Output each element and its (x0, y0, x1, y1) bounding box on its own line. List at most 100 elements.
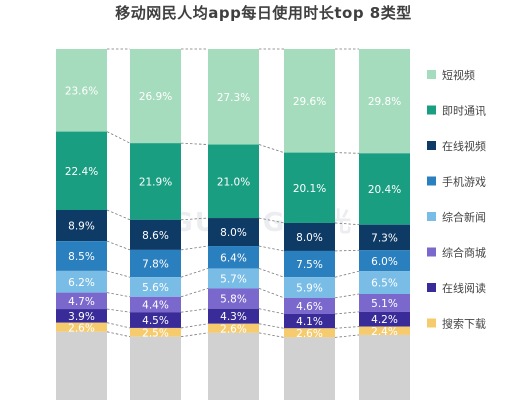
bar-segment (284, 250, 335, 278)
data-label: 6.5% (371, 278, 398, 290)
bar-segment-other (284, 337, 335, 400)
connector-line (334, 222, 360, 226)
data-label: 5.1% (371, 298, 398, 310)
data-label: 4.4% (142, 300, 169, 312)
legend-label: 在线阅读 (442, 281, 486, 295)
bar-segment (56, 309, 107, 323)
data-label: 7.5% (296, 259, 323, 271)
bar-segment (130, 49, 181, 144)
data-label: 2.6% (68, 322, 95, 334)
bar-segment (359, 224, 410, 251)
legend-swatch (427, 212, 436, 221)
bar-segment (208, 308, 259, 324)
connector-line (106, 209, 131, 221)
bar-segment (359, 311, 410, 327)
data-label: 23.6% (65, 85, 98, 97)
legend-label: 在线视频 (442, 139, 486, 153)
data-label: 29.6% (293, 96, 326, 108)
data-label: 8.9% (68, 221, 95, 233)
data-label: 4.2% (371, 314, 398, 326)
legend-swatch (427, 176, 436, 186)
data-label: 27.3% (217, 92, 250, 104)
legend-swatch (427, 141, 436, 150)
data-label: 6.0% (371, 256, 398, 268)
data-label: 5.9% (296, 283, 323, 295)
connector-line (180, 217, 209, 221)
data-label: 6.4% (220, 252, 247, 264)
data-label: 5.7% (220, 273, 247, 285)
bar-segment (130, 327, 181, 337)
bar-segment (130, 312, 181, 328)
data-label: 6.2% (68, 277, 95, 289)
bar-segment (130, 143, 181, 220)
connector-line (258, 144, 285, 153)
connector-line (106, 131, 131, 144)
bar-segment (359, 49, 410, 154)
connector-line (334, 326, 360, 329)
data-label: 20.1% (293, 183, 326, 195)
legend-label: 短视频 (442, 68, 475, 82)
bar-segment (359, 271, 410, 294)
bar-segment-other (130, 336, 181, 400)
bar-segment (284, 328, 335, 338)
legend-label: 即时通讯 (442, 105, 486, 118)
bar-segment (56, 49, 107, 132)
connector-line (180, 332, 209, 338)
bar-segment (359, 250, 410, 272)
connector-line (106, 240, 131, 251)
bar-segment (359, 153, 410, 225)
legend-label: 综合商城 (442, 246, 486, 260)
data-label: 20.4% (368, 184, 401, 196)
data-label: 2.5% (142, 327, 169, 339)
bar-segment (208, 323, 259, 333)
data-label: 21.0% (217, 176, 250, 188)
bar-segment-other (359, 334, 410, 400)
bar-segment (130, 296, 181, 313)
connector-line (334, 152, 360, 154)
connector-line (334, 270, 360, 278)
data-label: 8.0% (296, 232, 323, 244)
connector-line (258, 268, 285, 278)
bar-segment-other (208, 332, 259, 400)
data-label: 29.8% (368, 96, 401, 108)
connector-line (106, 322, 131, 329)
connector-line (258, 245, 285, 252)
data-label: 3.9% (68, 311, 95, 323)
connector-line (106, 270, 131, 278)
bar-segment (56, 292, 107, 310)
legend-swatch (427, 70, 436, 79)
bar-segment-other (56, 331, 107, 400)
bar-segment (208, 288, 259, 309)
chart-title: 移动网民人均app每日使用时长top 8类型 (115, 4, 412, 22)
connector-line (180, 288, 209, 298)
connector-line (180, 323, 209, 329)
bar-segment (359, 294, 410, 312)
legend-swatch (427, 105, 436, 115)
data-label: 4.3% (220, 311, 247, 323)
legend-label: 综合新闻 (442, 210, 486, 224)
data-label: 26.9% (139, 91, 172, 103)
connector-line (258, 288, 285, 299)
data-label: 5.8% (220, 294, 247, 306)
legend-swatch (427, 247, 436, 257)
bar-segment (208, 49, 259, 145)
bar-segment (56, 210, 107, 242)
bar-segment (284, 222, 335, 251)
bar-segment (208, 246, 259, 269)
legend-swatch (427, 318, 436, 328)
bar-segment (284, 152, 335, 223)
connector-line (258, 332, 285, 338)
data-label: 8.0% (220, 227, 247, 239)
bar-segment (284, 277, 335, 298)
data-label: 2.4% (371, 326, 398, 338)
bar-segment (56, 241, 107, 271)
data-label: 2.6% (296, 328, 323, 340)
data-label: 4.5% (142, 315, 169, 327)
data-label: 4.7% (68, 296, 95, 308)
bar-segment (208, 144, 259, 219)
bar-segment (56, 131, 107, 210)
bar-segment (130, 277, 181, 297)
data-label: 4.6% (296, 301, 323, 313)
